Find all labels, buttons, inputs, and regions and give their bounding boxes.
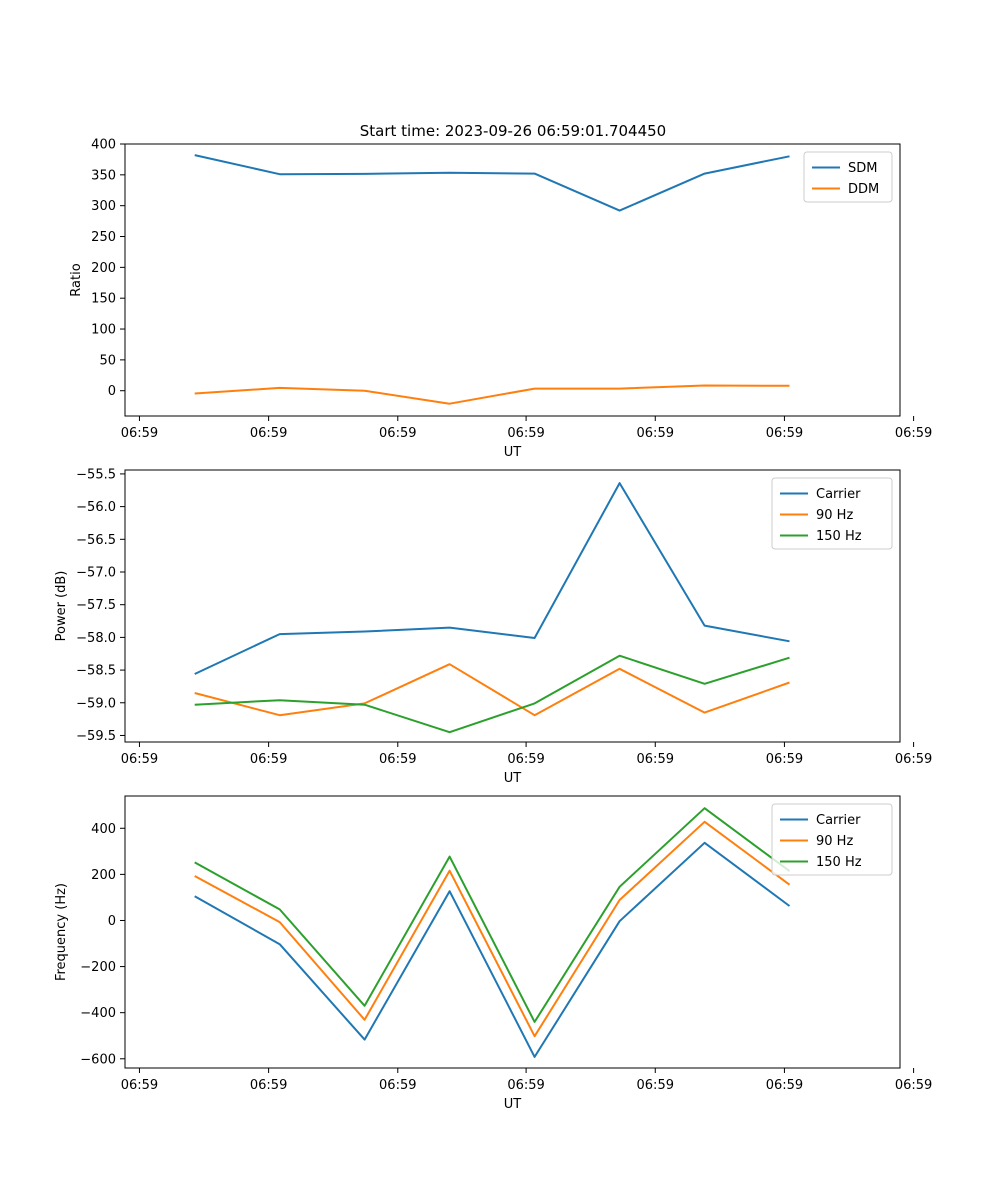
power-x-tick-label: 06:59	[895, 752, 932, 767]
ratio-x-tick-label: 06:59	[766, 426, 803, 441]
frequency-legend-box	[771, 803, 893, 876]
power-y-tick-label: −59.5	[76, 729, 116, 744]
power-legend: Carrier 90 Hz 150 Hz	[771, 477, 893, 550]
power-legend-label: 90 Hz	[816, 508, 853, 523]
frequency-x-axis-label: UT	[504, 1097, 522, 1112]
ratio-y-tick-label: 100	[91, 323, 116, 338]
power-series-90-hz-line	[194, 663, 790, 717]
frequency-legend: Carrier 90 Hz 150 Hz	[771, 803, 893, 876]
power-series-carrier-line	[194, 482, 790, 675]
power-y-tick-label: −58.5	[76, 664, 116, 679]
ratio-x-tick-label: 06:59	[250, 426, 287, 441]
ratio-plot: 06:59 06:59 06:59 06:59 06:59 06:59 06:59 0 50 10…	[69, 138, 932, 461]
frequency-y-tick-label: 0	[108, 914, 116, 929]
ratio-y-tick-label: 200	[91, 261, 116, 276]
power-y-tick-label: −59.0	[76, 696, 116, 711]
frequency-y-tick-label: −200	[80, 960, 116, 975]
power-x-tick-label: 06:59	[637, 752, 674, 767]
power-x-tick-label: 06:59	[250, 752, 287, 767]
power-legend-label: Carrier	[816, 487, 861, 502]
ratio-x-tick-label: 06:59	[895, 426, 932, 441]
ratio-y-tick-label: 350	[91, 168, 116, 183]
ratio-x-tick-label: 06:59	[379, 426, 416, 441]
frequency-axes-frame	[124, 795, 901, 1069]
chart-title: Start time: 2023-09-26 06:59:01.704450	[360, 122, 666, 140]
power-legend-label: 150 Hz	[816, 529, 862, 544]
ratio-series-sdm-line	[194, 154, 790, 212]
frequency-series-150-hz-line	[194, 807, 791, 1023]
power-y-tick-label: −57.5	[76, 598, 116, 613]
ratio-y-axis-label: Ratio	[69, 263, 84, 296]
ratio-x-tick-label: 06:59	[637, 426, 674, 441]
frequency-y-tick-label: 200	[91, 868, 116, 883]
power-y-tick-label: −56.0	[76, 500, 116, 515]
frequency-x-tick-label: 06:59	[895, 1078, 932, 1093]
power-y-tick-label: −57.0	[76, 566, 116, 581]
power-y-axis-label: Power (dB)	[54, 571, 69, 642]
frequency-y-axis-label: Frequency (Hz)	[54, 883, 69, 981]
frequency-x-tick-label: 06:59	[250, 1078, 287, 1093]
ratio-y-tick-label: 0	[108, 384, 116, 399]
frequency-y-tick-label: −600	[80, 1052, 116, 1067]
ratio-y-tick-label: 300	[91, 199, 116, 214]
ratio-legend: SDM DDM	[803, 151, 893, 203]
ratio-y-tick-label: 250	[91, 230, 116, 245]
frequency-legend-label: 90 Hz	[816, 834, 853, 849]
ratio-legend-label: DDM	[848, 182, 879, 197]
ratio-x-axis-label: UT	[504, 445, 522, 460]
power-legend-box	[771, 477, 893, 550]
power-x-tick-label: 06:59	[121, 752, 158, 767]
frequency-x-tick-label: 06:59	[507, 1078, 544, 1093]
power-series-150-hz-line	[194, 654, 790, 734]
frequency-series-90-hz-line	[194, 820, 791, 1038]
frequency-x-tick-label: 06:59	[637, 1078, 674, 1093]
power-x-tick-label: 06:59	[766, 752, 803, 767]
power-axes-frame	[124, 469, 901, 743]
frequency-plot: 06:59 06:59 06:59 06:59 06:59 06:59 06:59 −600 −…	[54, 795, 932, 1112]
frequency-x-tick-label: 06:59	[121, 1078, 158, 1093]
frequency-y-tick-label: 400	[91, 822, 116, 837]
frequency-series-carrier-line	[194, 841, 791, 1058]
ratio-axes-frame	[124, 143, 901, 417]
ratio-series-ddm-line	[194, 384, 790, 405]
ratio-y-tick-label: 400	[91, 138, 116, 153]
frequency-x-tick-label: 06:59	[379, 1078, 416, 1093]
ratio-x-tick-label: 06:59	[507, 426, 544, 441]
power-y-tick-label: −56.5	[76, 533, 116, 548]
power-plot: 06:59 06:59 06:59 06:59 06:59 06:59 06:59 −59.5…	[54, 467, 932, 786]
ratio-y-tick-label: 50	[99, 353, 116, 368]
ratio-legend-label: SDM	[848, 161, 877, 176]
power-x-tick-label: 06:59	[379, 752, 416, 767]
frequency-x-tick-label: 06:59	[766, 1078, 803, 1093]
ratio-y-tick-label: 150	[91, 292, 116, 307]
frequency-y-tick-label: −400	[80, 1006, 116, 1021]
power-x-tick-label: 06:59	[507, 752, 544, 767]
ratio-x-tick-label: 06:59	[121, 426, 158, 441]
frequency-legend-label: 150 Hz	[816, 855, 862, 870]
power-y-tick-label: −58.0	[76, 631, 116, 646]
power-x-axis-label: UT	[504, 771, 522, 786]
frequency-legend-label: Carrier	[816, 813, 861, 828]
power-y-tick-label: −55.5	[76, 467, 116, 482]
